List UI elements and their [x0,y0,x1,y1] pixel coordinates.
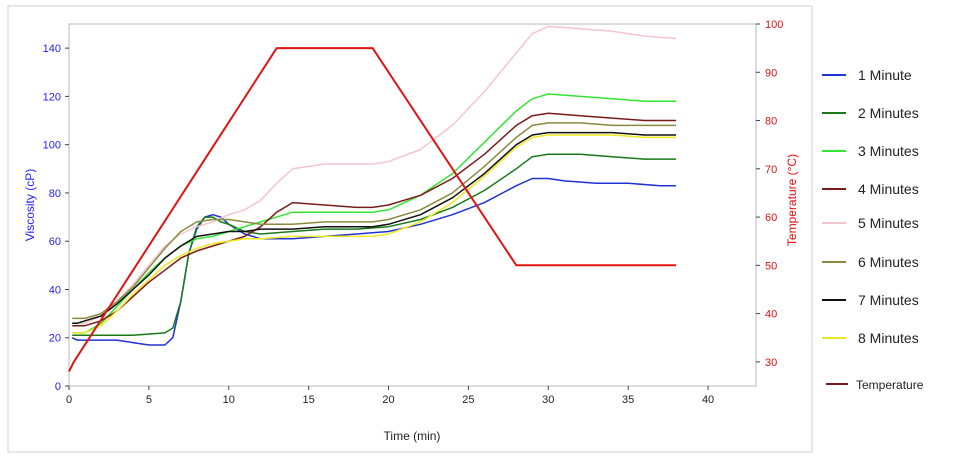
x-tick-label: 20 [382,394,394,406]
plot-area [68,23,757,387]
y-right-tick-label: 80 [765,116,777,128]
x-tick-label: 30 [542,394,554,406]
series-line-6-minutes [72,122,677,320]
y-left-tick-label: 100 [43,140,61,152]
y-right-tick-label: 50 [765,260,777,272]
series-line-4-minutes [72,112,677,327]
legend-label: Temperature [856,378,924,392]
x-tick-label: 0 [66,394,72,406]
x-tick-label: 10 [223,394,235,406]
y-left-tick-label: 120 [43,91,61,103]
series-line-1-minute [71,177,677,346]
legend-label: 3 Minutes [858,143,919,159]
y-right-tick-label: 70 [765,164,777,176]
y-left-tick-label: 80 [49,188,61,200]
series-line-7-minutes [72,131,677,325]
y-left-tick-label: 40 [49,284,61,296]
y-right-tick-label: 100 [765,19,783,31]
x-tick-label: 15 [303,394,315,406]
legend-label: 8 Minutes [858,330,919,346]
y-right-tick-label: 40 [765,309,777,321]
y-right-tick-label: 90 [765,67,777,79]
x-tick-label: 40 [702,394,714,406]
y-left-tick-label: 20 [49,333,61,345]
legend-label: 4 Minutes [858,181,919,197]
y-left-tick-label: 140 [43,43,61,55]
x-tick-label: 35 [622,394,634,406]
x-axis-title: Time (min) [384,429,441,443]
y-right-tick-label: 60 [765,212,777,224]
x-tick-label: 5 [146,394,152,406]
series-line-temperature [68,47,677,372]
y-left-tick-label: 0 [55,381,61,393]
legend-label: 6 Minutes [858,254,919,270]
y-axis-right-title: Temperature (°C) [785,154,799,246]
y-right-tick-label: 30 [765,357,777,369]
series-line-8-minutes [72,134,677,334]
y-left-tick-label: 60 [49,236,61,248]
legend-label: 7 Minutes [858,292,919,308]
x-tick-label: 25 [462,394,474,406]
legend-label: 2 Minutes [858,105,919,121]
y-axis-left-title: Viscosity (cP) [23,169,37,241]
legend-label: 1 Minute [858,67,912,83]
legend-label: 5 Minutes [858,215,919,231]
series-line-5-minutes [72,25,677,325]
series-line-2-minutes [72,153,677,337]
